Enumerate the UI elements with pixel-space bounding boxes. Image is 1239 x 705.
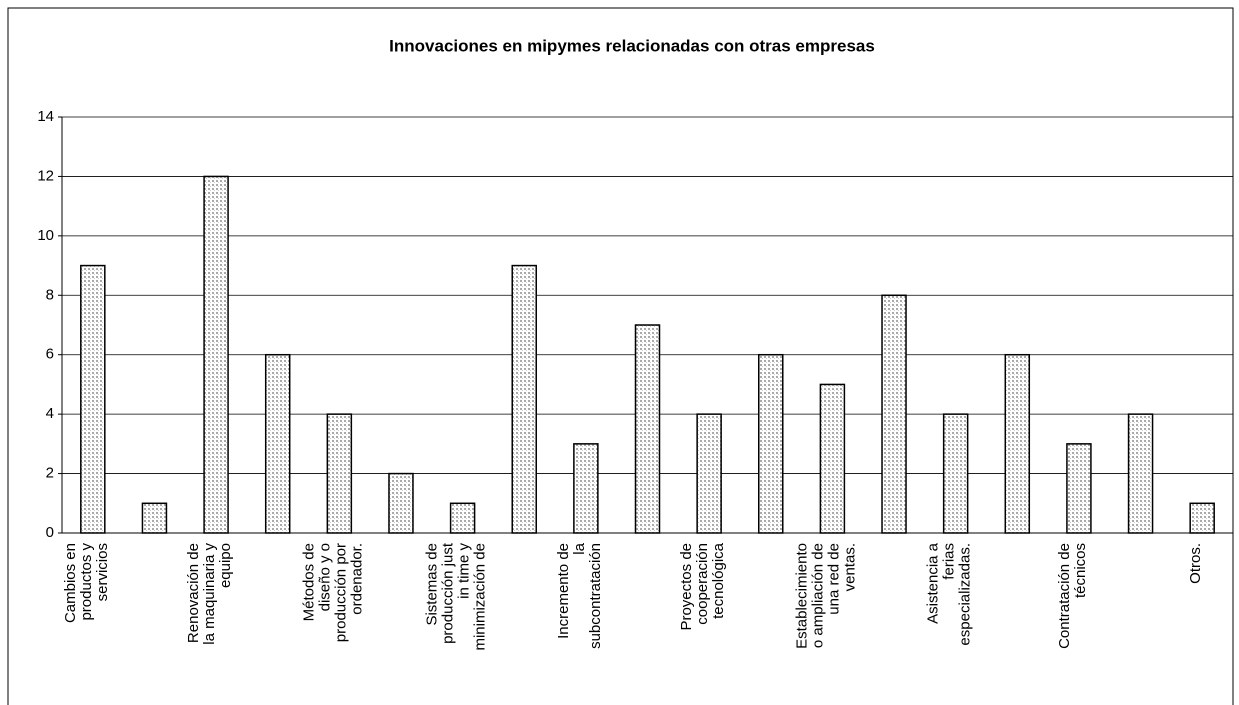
x-tick-label-line: tecnológica	[710, 542, 727, 619]
x-tick-label-line: equipo	[217, 543, 234, 588]
x-tick-label-line: productos y	[78, 543, 95, 621]
x-tick-label: Otros.	[1187, 543, 1204, 584]
x-tick-label-line: una red de	[825, 543, 842, 615]
x-tick-label: Asistencia aferiasespecializadas.	[925, 542, 974, 645]
bar	[1004, 353, 1031, 534]
bar	[1066, 443, 1092, 534]
x-tick-label-line: ventas.	[841, 543, 858, 591]
y-tick-label: 4	[46, 405, 54, 422]
bar	[634, 324, 661, 534]
x-tick-label-line: Establecimiento	[793, 543, 810, 649]
bar	[881, 294, 907, 534]
x-tick-label: Establecimientoo ampliación deuna red de…	[793, 543, 858, 649]
bar	[1127, 413, 1154, 534]
x-tick-label-line: especializadas.	[957, 543, 974, 646]
chart-title: Innovaciones en mipymes relacionadas con…	[389, 36, 875, 55]
bar	[449, 502, 476, 534]
x-tick-label: Contratación detécnicos	[1056, 543, 1089, 649]
x-tick-label-line: Sistemas de	[424, 543, 441, 626]
bar	[819, 383, 846, 534]
x-tick-label: Cambios enproductos yservicios	[62, 543, 111, 624]
frame	[7, 7, 1234, 705]
x-tick-label: Incremento delasubcontratación	[555, 542, 604, 649]
x-tick-label: Sistemas deproducción justin time yminim…	[424, 542, 489, 650]
x-tick-label-line: Asistencia a	[925, 542, 942, 624]
x-tick-label-line: Renovación de	[185, 543, 202, 643]
x-tick-label-line: Otros.	[1187, 543, 1204, 584]
x-tick-label-line: diseño y o	[316, 543, 333, 611]
x-tick-label-line: ferias	[941, 543, 958, 580]
x-tick-label-line: Proyectos de	[678, 543, 695, 631]
x-tick-label-line: producción por	[332, 543, 349, 642]
bar	[758, 353, 784, 534]
bar	[942, 413, 969, 534]
y-tick-label: 2	[46, 465, 54, 482]
x-tick-label-line: subcontratación	[587, 543, 604, 649]
bar	[80, 264, 106, 534]
bar	[264, 353, 291, 534]
x-tick-label-line: o ampliación de	[809, 543, 826, 648]
x-tick-label-line: cooperación	[694, 543, 711, 625]
x-tick-label-line: técnicos	[1072, 543, 1089, 598]
x-tick-label-line: servicios	[94, 543, 111, 601]
x-tick-label-line: Contratación de	[1056, 543, 1073, 649]
x-tick-label: Proyectos decooperacióntecnológica	[678, 542, 727, 630]
y-tick-label: 14	[37, 108, 54, 125]
x-tick-label-line: la	[571, 542, 588, 554]
x-tick-label-line: Métodos de	[300, 543, 317, 621]
x-tick-label: Renovación dela maquinaria yequipo	[185, 543, 234, 645]
x-tick-label-line: la maquinaria y	[201, 543, 218, 645]
bar	[511, 264, 537, 534]
x-tick-label-line: in time y	[456, 543, 473, 599]
y-tick-label: 10	[37, 227, 54, 244]
x-tick-label-line: ordenador.	[348, 543, 365, 615]
bar	[326, 413, 353, 534]
y-tick-label: 8	[46, 286, 54, 303]
bar	[573, 443, 599, 534]
bar	[203, 175, 229, 534]
bar	[388, 472, 414, 534]
y-tick-label: 0	[46, 524, 54, 541]
x-tick-label-line: producción just	[440, 542, 457, 644]
x-tick-label-line: minimización de	[472, 543, 489, 651]
x-tick-label-line: Cambios en	[62, 543, 79, 623]
bar	[141, 502, 168, 534]
bar	[1189, 502, 1215, 534]
y-tick-label: 12	[37, 167, 54, 184]
y-tick-label: 6	[46, 346, 54, 363]
x-tick-label-line: Incremento de	[555, 543, 572, 639]
bar	[696, 413, 722, 534]
x-tick-label: Métodos dediseño y oproducción porordena…	[300, 543, 365, 642]
